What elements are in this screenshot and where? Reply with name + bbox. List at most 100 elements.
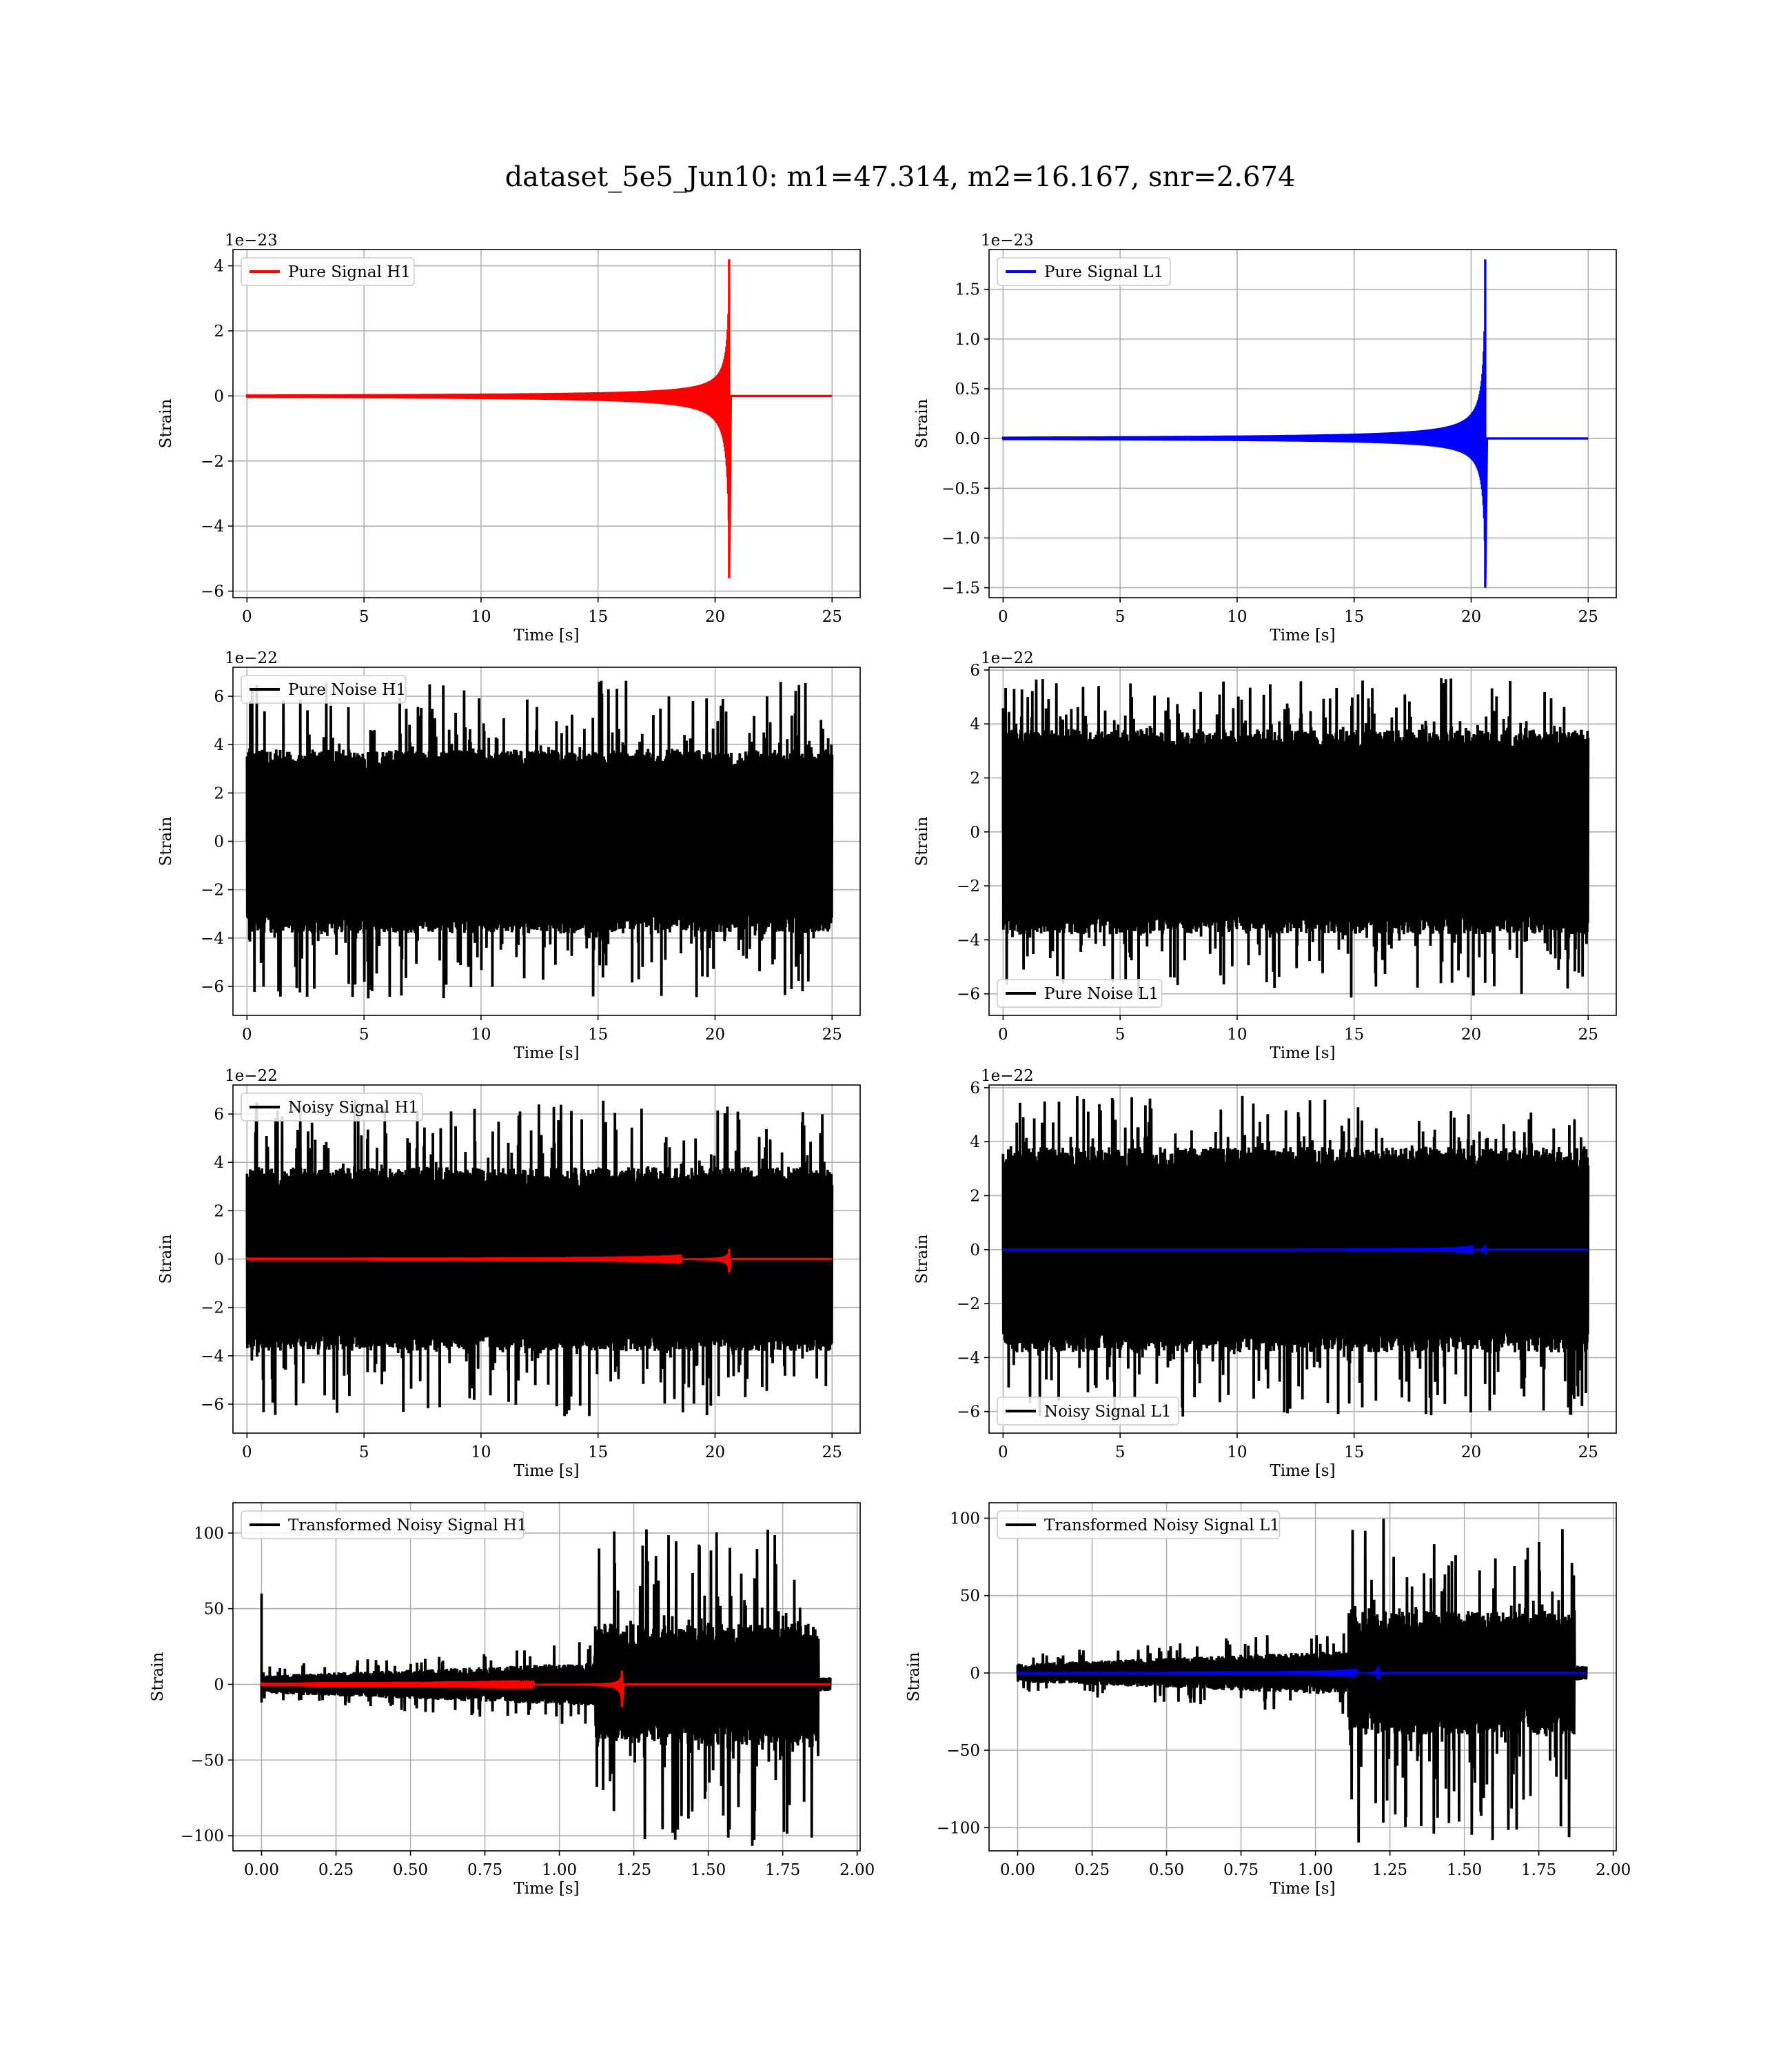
series-group bbox=[245, 1099, 834, 1417]
x-tick-label: 2.00 bbox=[839, 1861, 875, 1879]
y-tick-label: −4 bbox=[957, 931, 980, 949]
series-line-pure-noise-l1 bbox=[1001, 678, 1590, 998]
y-tick-label: 0 bbox=[214, 1676, 224, 1694]
y-tick-label: 2 bbox=[214, 784, 224, 802]
y-tick-label: −6 bbox=[201, 583, 224, 601]
x-tick-label: 20 bbox=[1461, 1443, 1481, 1461]
y-tick-label: −50 bbox=[190, 1752, 224, 1770]
y-axis-label: Strain bbox=[913, 816, 931, 866]
y-tick-label: 6 bbox=[214, 1106, 224, 1124]
x-axis-label: Time [s] bbox=[513, 627, 579, 645]
x-tick-label: 0 bbox=[998, 1026, 1008, 1044]
y-tick-label: −1.0 bbox=[941, 529, 980, 547]
x-tick-label: 5 bbox=[1115, 1026, 1126, 1044]
y-tick-label: 2 bbox=[970, 1188, 980, 1206]
x-tick-label: 1.50 bbox=[1447, 1861, 1482, 1879]
y-tick-label: 50 bbox=[960, 1588, 980, 1605]
y-offset-label: 1e−22 bbox=[981, 649, 1034, 667]
x-tick-label: 5 bbox=[359, 1026, 369, 1044]
x-axis-label: Time [s] bbox=[513, 1462, 579, 1480]
x-tick-label: 0.00 bbox=[244, 1861, 279, 1879]
legend-label: Pure Noise H1 bbox=[288, 681, 406, 699]
y-tick-label: 0 bbox=[970, 1665, 980, 1683]
legend-box bbox=[997, 979, 1163, 1008]
y-tick-label: 6 bbox=[214, 688, 224, 706]
legend: Pure Signal H1 bbox=[241, 257, 415, 286]
x-tick-label: 0.75 bbox=[467, 1861, 502, 1879]
y-axis-label: Strain bbox=[913, 398, 931, 448]
x-tick-label: 1.75 bbox=[1521, 1861, 1556, 1879]
chart-panel-pure-signal-h1: 0 5 10 15 20 25 −6 −4 −2 0 2 4 Time [s] Strain 1e−23 Pu… bbox=[157, 232, 861, 645]
legend-box bbox=[241, 1510, 525, 1539]
chart-panel-pure-noise-l1: 0 5 10 15 20 25 −6 −4 −2 0 2 4 6 Time [s] Strain 1e−22 P… bbox=[913, 649, 1617, 1062]
x-tick-label: 10 bbox=[471, 608, 491, 626]
series-line-template-1 bbox=[245, 1248, 833, 1273]
y-tick-label: −50 bbox=[946, 1742, 980, 1760]
y-tick-label: 100 bbox=[950, 1510, 980, 1528]
x-tick-label: 0.25 bbox=[318, 1861, 354, 1879]
series-line-template-1 bbox=[260, 1670, 831, 1707]
legend-label: Pure Signal L1 bbox=[1044, 263, 1163, 281]
x-tick-label: 0.00 bbox=[1000, 1861, 1035, 1879]
chart-panel-noisy-signal-h1: 0 5 10 15 20 25 −6 −4 −2 0 2 4 6 Time [s] Strain 1e−22 N… bbox=[157, 1067, 861, 1480]
legend-box bbox=[997, 1397, 1179, 1426]
y-offset-label: 1e−22 bbox=[981, 1067, 1034, 1085]
series-group bbox=[245, 259, 833, 578]
x-axis-label: Time [s] bbox=[1270, 627, 1335, 645]
x-tick-label: 20 bbox=[1461, 1026, 1481, 1044]
x-tick-label: 0 bbox=[998, 608, 1008, 626]
series-group bbox=[245, 680, 834, 999]
chart-panel-pure-noise-h1: 0 5 10 15 20 25 −6 −4 −2 0 2 4 6 Time [s] Strain 1e−22 P… bbox=[157, 649, 861, 1062]
chart-panel-transformed-h1: 0.00 0.25 0.50 0.75 1.00 1.25 1.50 1.75 2.00 −100… bbox=[149, 1502, 875, 1898]
x-tick-label: 15 bbox=[588, 1443, 608, 1461]
x-tick-label: 0 bbox=[242, 1443, 252, 1461]
y-tick-label: 2 bbox=[214, 1202, 224, 1220]
x-tick-label: 0 bbox=[242, 1026, 252, 1044]
x-tick-label: 10 bbox=[1227, 608, 1247, 626]
y-tick-label: 4 bbox=[214, 736, 224, 754]
y-axis-label: Strain bbox=[905, 1652, 923, 1701]
x-tick-label: 20 bbox=[1461, 608, 1481, 626]
legend-label: Transformed Noisy Signal L1 bbox=[1044, 1517, 1280, 1534]
x-axis-label: Time [s] bbox=[1270, 1462, 1335, 1480]
legend: Noisy Signal H1 bbox=[241, 1093, 423, 1122]
x-tick-label: 5 bbox=[1115, 1443, 1126, 1461]
legend-label: Pure Noise L1 bbox=[1044, 985, 1159, 1003]
y-tick-label: 0 bbox=[970, 824, 980, 842]
axes-frame bbox=[232, 1502, 861, 1852]
x-tick-label: 1.25 bbox=[1372, 1861, 1407, 1879]
y-tick-label: 0 bbox=[214, 1251, 224, 1269]
series-line-template-1 bbox=[1016, 1666, 1587, 1680]
legend-box bbox=[241, 675, 407, 704]
y-tick-label: 1.5 bbox=[955, 281, 980, 299]
series-group bbox=[1001, 259, 1589, 588]
x-tick-label: 0.25 bbox=[1075, 1861, 1110, 1879]
y-tick-label: 6 bbox=[970, 1079, 980, 1097]
y-tick-label: −2 bbox=[957, 1295, 980, 1313]
legend: Pure Noise H1 bbox=[241, 675, 407, 704]
x-tick-label: 5 bbox=[1115, 608, 1126, 626]
y-tick-label: 0.0 bbox=[955, 430, 980, 448]
x-tick-label: 0 bbox=[998, 1443, 1008, 1461]
x-tick-label: 15 bbox=[1344, 1026, 1364, 1044]
x-tick-label: 1.50 bbox=[691, 1861, 726, 1879]
x-tick-label: 10 bbox=[471, 1026, 491, 1044]
x-tick-label: 25 bbox=[1578, 608, 1598, 626]
legend-label: Pure Signal H1 bbox=[288, 263, 411, 281]
series-group bbox=[1001, 1095, 1590, 1417]
y-axis-label: Strain bbox=[157, 816, 175, 866]
y-tick-label: 4 bbox=[970, 1133, 980, 1151]
x-tick-label: 25 bbox=[822, 1026, 842, 1044]
x-tick-label: 25 bbox=[1578, 1443, 1598, 1461]
legend-label: Noisy Signal L1 bbox=[1044, 1403, 1171, 1421]
series-line-noisy-signal-h1 bbox=[245, 1099, 834, 1417]
y-tick-label: 4 bbox=[970, 716, 980, 733]
x-tick-label: 20 bbox=[705, 608, 725, 626]
y-tick-label: −2 bbox=[201, 453, 224, 471]
x-tick-label: 1.25 bbox=[616, 1861, 651, 1879]
chart-panel-transformed-l1: 0.00 0.25 0.50 0.75 1.00 1.25 1.50 1.75 2.00 −100… bbox=[905, 1502, 1631, 1898]
y-axis-label: Strain bbox=[157, 1234, 175, 1284]
x-axis-label: Time [s] bbox=[1270, 1880, 1335, 1898]
y-tick-label: −6 bbox=[201, 1396, 224, 1414]
